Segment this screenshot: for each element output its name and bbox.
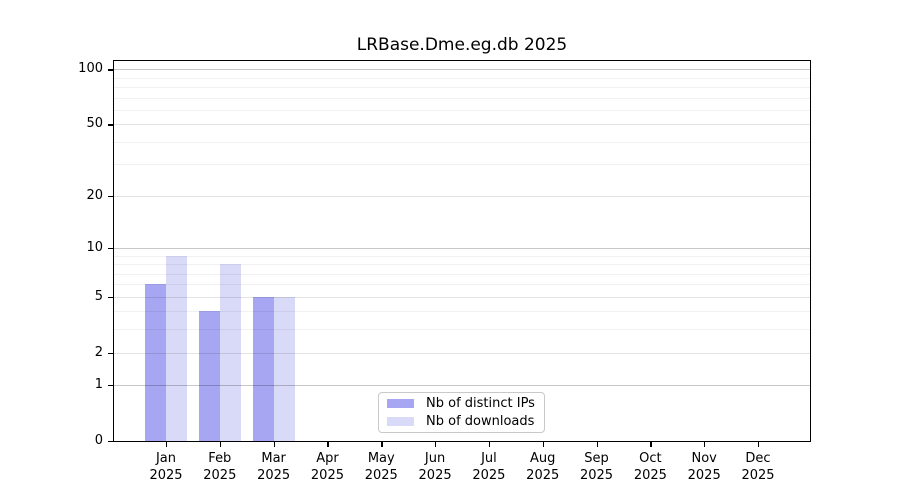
x-tick-label-jun: Jun 2025: [418, 451, 452, 483]
x-tick-label-sep: Sep 2025: [579, 451, 614, 483]
bar-distinct-ips-feb: [198, 311, 220, 441]
x-tick-mark-dec: [758, 441, 760, 447]
gridline-y-20: [114, 195, 810, 197]
gridline-y-100: [114, 69, 810, 71]
x-tick-label-mar: Mar 2025: [257, 451, 291, 483]
bar-distinct-ips-jan: [145, 284, 166, 441]
y-tick-label-100: 100: [78, 61, 103, 77]
y-tick-mark-20: [108, 195, 114, 198]
bar-downloads-jan: [166, 255, 187, 441]
x-tick-mark-jul: [488, 441, 491, 447]
gridline-y-10: [114, 247, 810, 249]
y-tick-mark-100: [108, 69, 114, 71]
gridline-y-minor-6: [114, 284, 810, 286]
y-tick-label-1: 1: [94, 377, 103, 393]
x-tick-label-may: May 2025: [364, 451, 398, 483]
bar-downloads-mar: [273, 296, 295, 441]
y-tick-mark-5: [108, 296, 114, 298]
y-tick-mark-0: [108, 441, 114, 443]
x-tick-label-jul: Jul 2025: [472, 451, 506, 483]
y-tick-label-0: 0: [94, 433, 103, 448]
gridline-y-minor-90: [114, 77, 810, 79]
legend-swatch-downloads: [387, 416, 414, 426]
gridline-y-minor-70: [114, 97, 810, 99]
y-tick-mark-10: [108, 247, 114, 250]
y-tick-label-10: 10: [86, 239, 103, 255]
legend-swatch-distinct-ips: [387, 399, 414, 409]
y-tick-mark-50: [108, 124, 114, 126]
y-tick-label-5: 5: [94, 288, 103, 304]
legend-label-distinct-ips: Nb of distinct IPs: [426, 396, 535, 412]
x-tick-label-feb: Feb 2025: [203, 451, 237, 483]
gridline-y-minor-40: [114, 141, 810, 143]
legend-entry-downloads: Nb of downloads: [387, 414, 536, 430]
gridline-y-minor-30: [114, 164, 810, 166]
gridline-y-50: [114, 124, 810, 126]
x-tick-label-dec: Dec 2025: [741, 451, 775, 483]
x-tick-mark-feb: [219, 441, 222, 447]
legend-label-downloads: Nb of downloads: [426, 413, 535, 429]
legend: Nb of distinct IPs Nb of downloads: [378, 392, 545, 433]
gridline-y-1: [114, 385, 810, 387]
gridline-y-minor-80: [114, 87, 810, 89]
y-tick-mark-1: [108, 385, 114, 387]
gridline-y-minor-3: [114, 329, 810, 331]
gridline-y-5: [114, 296, 810, 298]
gridline-y-minor-7: [114, 273, 810, 275]
x-tick-mark-jan: [166, 441, 168, 447]
bar-downloads-feb: [219, 264, 241, 441]
gridline-y-2: [114, 352, 810, 354]
x-tick-mark-nov: [704, 441, 706, 447]
x-tick-mark-may: [381, 441, 383, 447]
y-tick-mark-2: [108, 352, 114, 354]
gridline-y-minor-9: [114, 255, 810, 257]
bar-distinct-ips-mar: [252, 296, 274, 441]
x-tick-mark-apr: [327, 441, 329, 447]
x-tick-mark-sep: [596, 441, 598, 447]
gridline-y-minor-8: [114, 264, 810, 266]
y-tick-label-2: 2: [94, 344, 103, 360]
x-tick-mark-aug: [542, 441, 545, 447]
chart-title: LRBase.Dme.eg.db 2025: [356, 35, 568, 55]
x-tick-label-aug: Aug 2025: [526, 451, 560, 483]
x-tick-label-oct: Oct 2025: [633, 451, 667, 483]
x-tick-label-apr: Apr 2025: [310, 451, 344, 483]
gridline-y-minor-4: [114, 311, 810, 313]
x-tick-mark-mar: [273, 441, 275, 447]
legend-entry-distinct-ips: Nb of distinct IPs: [387, 396, 536, 412]
x-tick-label-jan: Jan 2025: [149, 451, 183, 483]
x-tick-mark-oct: [650, 441, 652, 447]
y-tick-label-20: 20: [86, 187, 103, 203]
x-tick-mark-jun: [435, 441, 437, 447]
y-tick-label-50: 50: [86, 116, 103, 132]
gridline-y-minor-60: [114, 109, 810, 111]
plot-area: [114, 61, 810, 441]
x-tick-label-nov: Nov 2025: [687, 451, 721, 483]
